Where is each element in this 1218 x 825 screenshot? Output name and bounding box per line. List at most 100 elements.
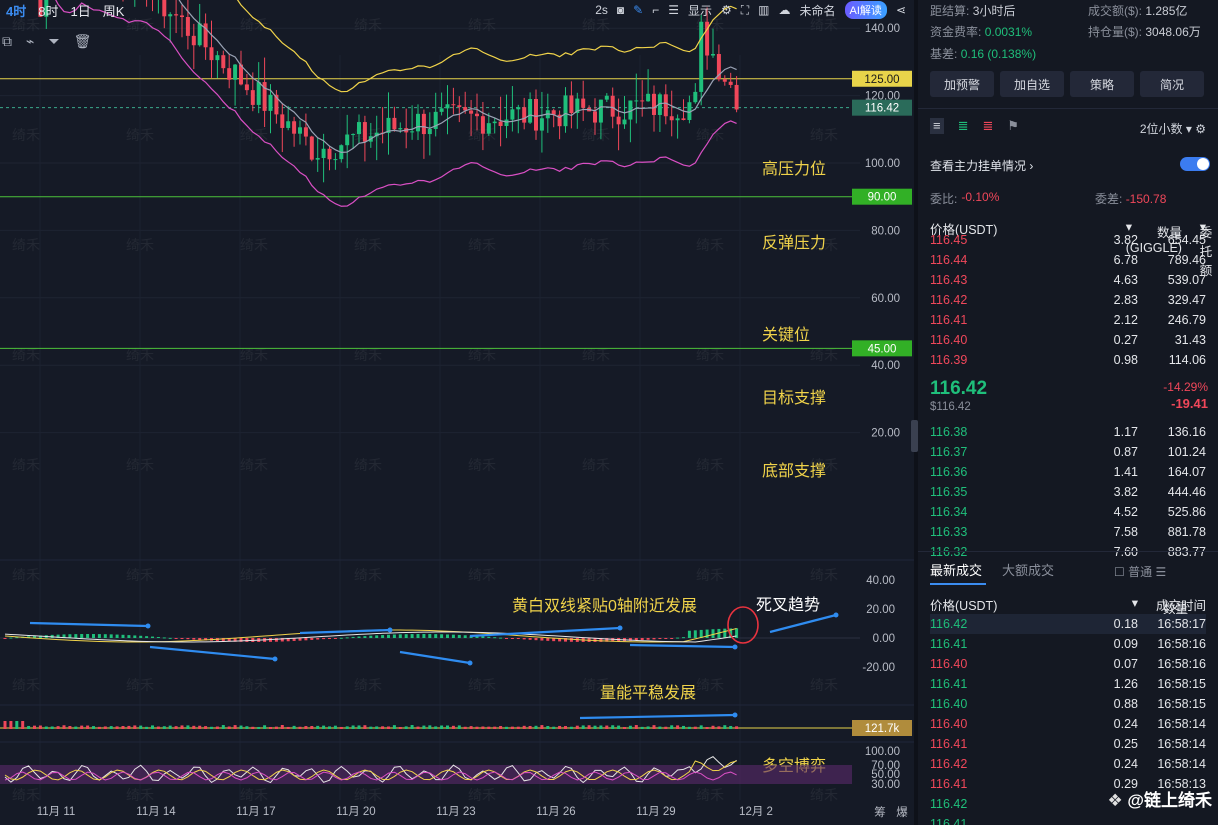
- ask-amount: 789.46: [1167, 253, 1206, 267]
- bids-only-icon[interactable]: ≣: [957, 118, 969, 133]
- panel-divider[interactable]: [914, 0, 918, 825]
- trade-row: 116.41 0.29 16:58:13: [930, 774, 1206, 794]
- candle-body: [734, 84, 739, 110]
- candle-body: [256, 82, 261, 105]
- ask-row[interactable]: 116.44 6.78 789.46: [930, 250, 1206, 270]
- main-orders-link[interactable]: 查看主力挂单情况 ›: [930, 159, 1034, 173]
- macd-histogram-bar: [699, 629, 703, 638]
- decimals-select[interactable]: 2位小数 ▾ ⚙: [1139, 122, 1206, 136]
- ask-row[interactable]: 116.43 4.63 539.07: [930, 270, 1206, 290]
- both-sides-icon[interactable]: ≡: [930, 118, 944, 134]
- ask-price: 116.41: [930, 313, 968, 327]
- volume-bar: [575, 725, 579, 729]
- trade-header-qty[interactable]: 数量(GIGGLE) ▾: [1028, 595, 1188, 631]
- asks-only-icon[interactable]: ≣: [982, 118, 994, 133]
- watermark: 绮禾: [12, 567, 40, 583]
- layout-name[interactable]: 未命名: [799, 3, 836, 18]
- last-price: 116.42: [930, 378, 988, 399]
- volume-bar: [510, 726, 514, 729]
- volume-bar: [310, 726, 314, 729]
- fullscreen-icon[interactable]: ⛶: [740, 2, 750, 17]
- candle-body: [274, 94, 279, 115]
- trend-arrow: [469, 626, 621, 638]
- ask-row[interactable]: 116.39 0.98 114.06: [930, 350, 1206, 370]
- gear-icon[interactable]: ⚙: [1195, 122, 1206, 136]
- trade-row: 116.42: [930, 794, 1206, 814]
- draw-tool-icon[interactable]: ⧉: [2, 32, 12, 49]
- flag-icon[interactable]: ⚑: [1007, 118, 1020, 133]
- watermark: 绮禾: [240, 347, 268, 363]
- cloud-icon[interactable]: ☁: [778, 3, 791, 17]
- volume-bar: [599, 725, 603, 729]
- macd-histogram-bar: [97, 634, 101, 638]
- filter-icon[interactable]: ⏷: [48, 32, 60, 49]
- filter-list-icon[interactable]: ☰: [1155, 565, 1167, 579]
- bid-row[interactable]: 116.34 4.52 525.86: [930, 502, 1206, 522]
- ask-price: 116.43: [930, 273, 968, 287]
- macd-histogram-bar: [316, 638, 320, 640]
- trash-icon[interactable]: 🗑: [73, 32, 92, 49]
- bid-row[interactable]: 116.37 0.87 101.24: [930, 442, 1206, 462]
- list-icon[interactable]: ☰: [668, 3, 679, 17]
- camera-icon[interactable]: ◙: [616, 3, 625, 17]
- watermark: 绮禾: [696, 237, 724, 253]
- macd-histogram-bar: [528, 638, 532, 640]
- timeframe-4h[interactable]: 4时: [6, 3, 27, 19]
- volume-bar: [705, 726, 709, 729]
- bid-row[interactable]: 116.36 1.41 164.07: [930, 462, 1206, 482]
- bid-qty: 7.58: [1113, 525, 1138, 539]
- trades-header: 价格(USDT) 数量(GIGGLE) ▾ 成交时间: [930, 592, 1206, 631]
- add-watchlist-button[interactable]: 加自选: [1000, 71, 1064, 97]
- add-alert-button[interactable]: 加预警: [930, 71, 994, 97]
- volume-bar: [558, 725, 562, 729]
- main-orders-toggle[interactable]: [1180, 157, 1210, 171]
- strategy-button[interactable]: 策略: [1070, 71, 1134, 97]
- volume-bar: [280, 725, 284, 729]
- x-axis-label: 11月 11: [37, 806, 76, 818]
- timeframe-1w[interactable]: 周K: [102, 3, 125, 19]
- crop-icon[interactable]: ⌐: [652, 3, 660, 17]
- bid-row[interactable]: 116.33 7.58 881.78: [930, 522, 1206, 542]
- trade-price: 116.41: [930, 817, 968, 825]
- bid-qty: 7.60: [1113, 545, 1138, 559]
- candle-body: [197, 23, 202, 46]
- candle-body: [457, 105, 462, 108]
- ob-header-qty[interactable]: 数量 (GIGGLE) ▾: [1125, 220, 1182, 255]
- ask-row[interactable]: 116.40 0.27 31.43: [930, 330, 1206, 350]
- macd-histogram-bar: [174, 638, 178, 639]
- ai-button[interactable]: AI解读: [844, 1, 887, 19]
- checkbox-icon[interactable]: ☐: [1114, 565, 1125, 579]
- ask-price: 116.40: [930, 333, 968, 347]
- timeframe-1d[interactable]: 1日: [70, 3, 91, 19]
- candle-body: [575, 98, 580, 114]
- display-button[interactable]: 显示: [687, 3, 712, 18]
- bid-amount: 136.16: [1167, 425, 1206, 439]
- magnet-icon[interactable]: ⌁: [26, 32, 35, 49]
- pencil-icon[interactable]: ✎: [633, 3, 644, 17]
- bid-row[interactable]: 116.38 1.17 136.16: [930, 422, 1206, 442]
- macd-histogram-bar: [422, 634, 426, 638]
- bid-amount: 881.78: [1167, 525, 1206, 539]
- volume-bar: [15, 721, 19, 729]
- share-icon[interactable]: ⋖: [895, 3, 906, 17]
- columns-icon[interactable]: ▥: [758, 3, 770, 17]
- stats-row-3: 基差: 0.16 (0.138%): [930, 45, 1208, 62]
- main-orders-label: 查看主力挂单情况: [930, 159, 1027, 173]
- timeframe-8h[interactable]: 8时: [38, 3, 59, 19]
- macd-histogram-bar: [233, 638, 237, 642]
- settings-icon[interactable]: ⚙: [721, 3, 732, 17]
- bid-row[interactable]: 116.32 7.60 883.77: [930, 542, 1206, 562]
- tab-large-trades[interactable]: 大额成交: [1002, 563, 1055, 578]
- normal-filter[interactable]: ☐ 普通 ☰: [1114, 563, 1166, 580]
- chart-area[interactable]: 绮禾 绮禾 绮禾 绮禾 绮禾 绮禾 绮禾 绮禾 绮禾 绮禾 绮禾 绮禾 绮禾 绮禾 绮禾 绮禾 绮禾 绮禾 绮禾 绮禾…: [0, 0, 914, 825]
- refresh-interval[interactable]: 2s: [595, 3, 608, 17]
- ask-row[interactable]: 116.45 3.82 654.45: [930, 230, 1206, 250]
- collapse-handle[interactable]: [911, 420, 918, 452]
- ask-row[interactable]: 116.41 2.12 246.79: [930, 310, 1206, 330]
- bid-row[interactable]: 116.35 3.82 444.46: [930, 482, 1206, 502]
- overview-button[interactable]: 简况: [1140, 71, 1204, 97]
- ask-row[interactable]: 116.42 2.83 329.47: [930, 290, 1206, 310]
- ob-header-amount[interactable]: 委托额 ▾: [1199, 220, 1213, 278]
- tab-latest-trades[interactable]: 最新成交: [930, 563, 983, 578]
